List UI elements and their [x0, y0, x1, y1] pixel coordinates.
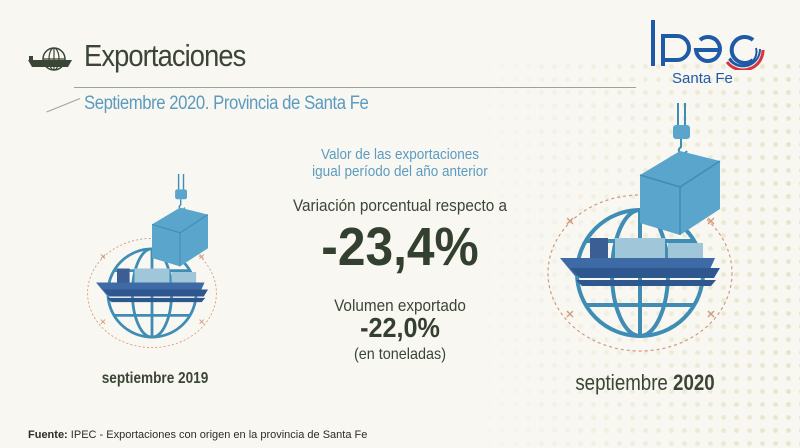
volume-change: -22,0%	[360, 312, 440, 343]
volume-label: Volumen exportado	[334, 296, 466, 315]
source-footer: Fuente: IPEC - Exportaciones con origen …	[28, 429, 367, 441]
period-previous-label: septiembre 2019	[101, 370, 209, 387]
value-label: Valor de las exportaciones igual período…	[265, 146, 535, 180]
globe-ship-container-illustration-2019	[82, 174, 222, 370]
ipec-logo	[651, 20, 765, 70]
ship-globe-icon	[28, 47, 72, 71]
value-change: -23,4%	[321, 217, 479, 277]
period-current-label: septiembre 2020	[556, 370, 735, 396]
source-text: IPEC - Exportaciones con origen en la pr…	[70, 429, 368, 441]
page-title: Exportaciones	[84, 38, 246, 73]
globe-ship-container-illustration-2020	[540, 103, 740, 383]
source-label: Fuente:	[28, 429, 68, 441]
page-subtitle: Septiembre 2020. Provincia de Santa Fe	[84, 93, 369, 114]
period-current-month: septiembre	[575, 370, 668, 395]
value-label-line2: igual período del año anterior	[312, 163, 488, 180]
value-label-line1: Valor de las exportaciones	[320, 146, 480, 163]
period-current-year: 2020	[673, 370, 715, 395]
header-divider	[74, 87, 636, 88]
volume-unit: (en toneladas)	[353, 346, 447, 363]
variation-label: Variación porcentual respecto a	[292, 196, 508, 215]
logo-region: Santa Fe	[672, 70, 733, 87]
header-divider-slant	[46, 98, 81, 113]
